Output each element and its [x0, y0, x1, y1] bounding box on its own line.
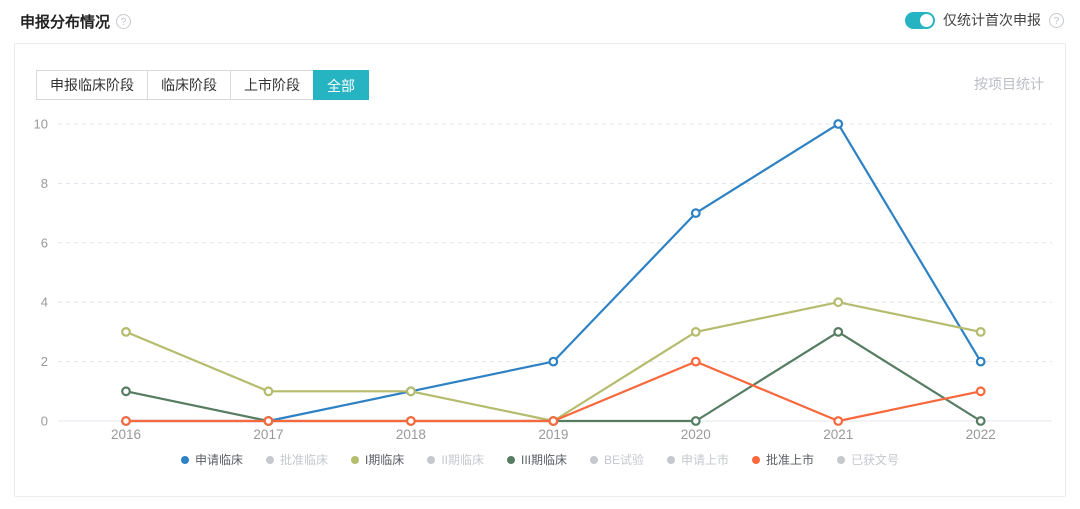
x-axis-label: 2016	[111, 427, 141, 442]
y-axis-label: 6	[41, 235, 48, 250]
legend-dot-icon	[350, 455, 359, 464]
legend-item[interactable]: 批准临床	[265, 451, 328, 468]
first-filing-toggle[interactable]	[905, 11, 935, 29]
tab-market[interactable]: 上市阶段	[230, 70, 314, 100]
data-point[interactable]	[975, 386, 986, 397]
legend-item[interactable]: 申请临床	[180, 451, 243, 468]
panel-header: 申报分布情况	[20, 11, 132, 32]
data-point[interactable]	[690, 208, 701, 219]
legend-dot-icon	[265, 455, 274, 464]
data-point[interactable]	[690, 356, 701, 367]
data-point[interactable]	[263, 416, 274, 426]
y-axis-label: 4	[41, 295, 48, 310]
data-point[interactable]	[975, 356, 986, 367]
tab-apply-clinical[interactable]: 申报临床阶段	[36, 70, 148, 100]
chart-legend: 申请临床 批准临床 I期临床 II期临床 III期临床 BE试验 申请上市 批准上市 已获文号	[0, 451, 1080, 468]
stage-tab-bar: 申报临床阶段 临床阶段 上市阶段 全部	[36, 70, 369, 100]
x-axis-label: 2020	[681, 427, 711, 442]
data-point[interactable]	[833, 327, 844, 337]
title-help-icon[interactable]	[116, 14, 132, 29]
toggle-label: 仅统计首次申报	[943, 12, 1041, 28]
data-point[interactable]	[406, 416, 416, 426]
legend-item[interactable]: III期临床	[506, 451, 567, 468]
x-axis-label: 2021	[823, 427, 853, 442]
data-point[interactable]	[406, 386, 416, 397]
data-point[interactable]	[975, 416, 986, 426]
series-line	[124, 122, 982, 423]
series-line	[124, 360, 982, 423]
x-axis-label: 2019	[538, 427, 568, 442]
legend-item[interactable]: 申请上市	[667, 451, 729, 468]
legend-label: 已获文号	[851, 453, 900, 467]
toggle-help-icon[interactable]	[1049, 12, 1064, 28]
legend-dot-icon	[506, 455, 515, 464]
series-line	[124, 330, 982, 423]
x-axis-label: 2022	[966, 427, 996, 442]
legend-dot-icon	[180, 455, 189, 464]
data-point[interactable]	[548, 416, 559, 426]
page-title: 申报分布情况	[20, 14, 111, 31]
header-controls: 仅统计首次申报	[905, 10, 1064, 30]
data-point[interactable]	[263, 386, 274, 397]
data-point[interactable]	[121, 416, 131, 426]
legend-label: 批准上市	[766, 453, 815, 467]
legend-label: III期临床	[520, 453, 567, 467]
x-axis-label: 2017	[253, 427, 283, 442]
legend-item[interactable]: 批准上市	[752, 451, 814, 468]
stat-mode-label[interactable]: 按项目统计	[974, 76, 1044, 92]
data-point[interactable]	[975, 327, 986, 337]
legend-dot-icon	[590, 455, 598, 464]
data-point[interactable]	[833, 297, 844, 308]
data-point[interactable]	[121, 386, 131, 397]
data-point[interactable]	[121, 327, 131, 337]
y-axis-label: 0	[41, 414, 48, 429]
legend-dot-icon	[752, 455, 761, 464]
legend-label: 批准临床	[279, 453, 328, 467]
legend-label: I期临床	[364, 453, 405, 467]
data-point[interactable]	[690, 327, 701, 337]
legend-item[interactable]: BE试验	[590, 451, 644, 468]
data-point[interactable]	[833, 416, 844, 426]
y-axis-label: 8	[41, 176, 48, 191]
legend-label: 申请上市	[681, 453, 730, 467]
legend-item[interactable]: I期临床	[350, 451, 405, 468]
data-point[interactable]	[548, 356, 559, 367]
legend-label: II期临床	[441, 453, 484, 467]
x-axis-label: 2018	[396, 427, 426, 442]
legend-label: 申请临床	[194, 453, 243, 467]
tab-all[interactable]: 全部	[313, 70, 369, 100]
data-point[interactable]	[833, 119, 844, 129]
y-axis-label: 10	[34, 117, 48, 132]
y-axis-label: 2	[41, 354, 48, 369]
legend-label: BE试验	[604, 453, 645, 467]
legend-dot-icon	[837, 455, 846, 464]
toggle-knob	[920, 13, 933, 27]
legend-item[interactable]: II期临床	[427, 451, 484, 468]
legend-dot-icon	[667, 455, 676, 464]
legend-dot-icon	[427, 455, 436, 464]
data-point[interactable]	[690, 416, 701, 426]
legend-item[interactable]: 已获文号	[837, 451, 899, 468]
line-chart[interactable]: 0 2 4 6 8 10 2016 2017 2018 2019 2020 2021 2022	[0, 55, 1080, 455]
